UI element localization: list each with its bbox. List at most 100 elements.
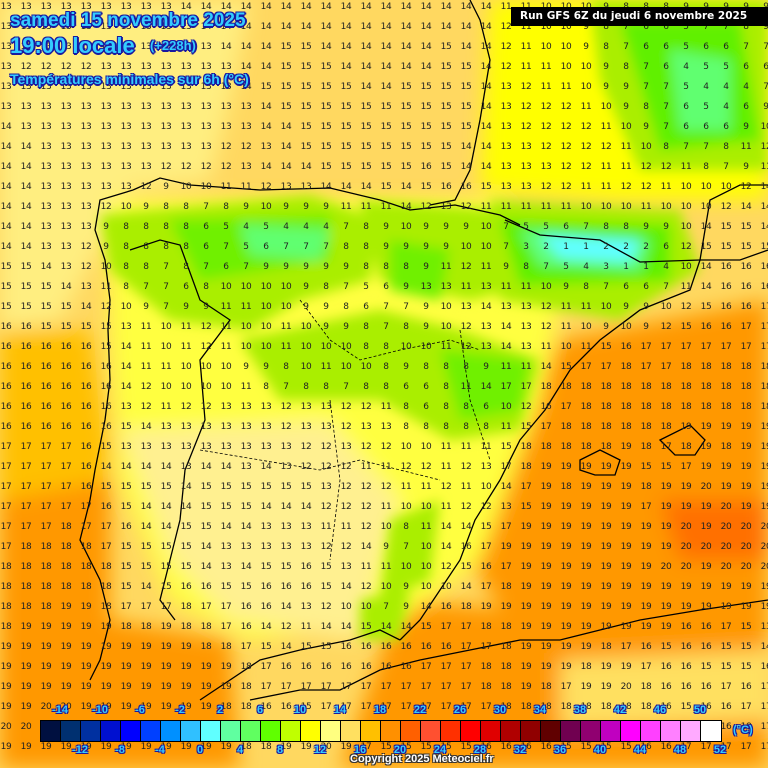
grid-value: 5 [243,242,249,252]
legend-tick-label: 40 [593,744,607,756]
run-info-banner: Run GFS 6Z du jeudi 6 novembre 2025 [511,7,768,26]
grid-value: 10 [400,562,412,572]
grid-value: 11 [580,302,592,312]
grid-value: 3 [603,262,609,272]
grid-value: 15 [740,222,752,232]
grid-value: 19 [540,502,552,512]
grid-value: 16 [360,642,372,652]
grid-value: 19 [160,642,172,652]
grid-value: 19 [580,582,592,592]
grid-value: 10 [660,202,672,212]
grid-value: 6 [683,122,689,132]
grid-value: 9 [403,242,409,252]
grid-value: 13 [440,282,452,292]
grid-value: 20 [740,542,752,552]
grid-value: 13 [80,102,92,112]
grid-value: 14 [80,302,92,312]
grid-value: 6 [183,282,189,292]
grid-value: 9 [743,162,749,172]
grid-value: 4 [703,82,709,92]
grid-value: 10 [420,562,432,572]
grid-value: 19 [540,642,552,652]
grid-value: 15 [380,182,392,192]
grid-value: 16 [20,322,32,332]
grid-value: 15 [160,562,172,572]
grid-value: 11 [380,202,392,212]
grid-value: 14 [240,62,252,72]
grid-value: 15 [280,562,292,572]
grid-value: 15 [240,582,252,592]
grid-value: 15 [680,322,692,332]
grid-value: 10 [660,302,672,312]
grid-value: 16 [100,402,112,412]
grid-value: 14 [0,182,12,192]
grid-value: 7 [623,42,629,52]
grid-value: 10 [440,302,452,312]
grid-value: 16 [360,662,372,672]
grid-value: 14 [340,182,352,192]
grid-value: 11 [380,502,392,512]
grid-value: 12 [340,422,352,432]
grid-value: 13 [180,102,192,112]
grid-value: 17 [760,702,768,712]
grid-value: 19 [100,742,112,752]
grid-value: 14 [200,542,212,552]
grid-value: 18 [260,742,272,752]
grid-value: 3 [523,242,529,252]
grid-value: 10 [120,302,132,312]
grid-value: 13 [40,142,52,152]
grid-value: 13 [160,22,172,32]
grid-value: 17 [480,642,492,652]
grid-value: 15 [120,482,132,492]
grid-value: 16 [400,642,412,652]
grid-value: 17 [420,682,432,692]
grid-value: 16 [520,742,532,752]
grid-value: 18 [500,642,512,652]
grid-value: 9 [323,202,329,212]
legend-swatch [241,721,261,741]
grid-value: 19 [600,462,612,472]
legend-tick-label: -12 [72,744,88,756]
grid-value: 19 [520,542,532,552]
grid-value: 13 [200,122,212,132]
grid-value: 6 [763,62,768,72]
grid-value: 19 [540,662,552,672]
grid-value: 10 [200,362,212,372]
grid-value: 12 [40,62,52,72]
grid-value: 14 [360,22,372,32]
grid-value: 14 [460,142,472,152]
grid-value: 20 [700,542,712,552]
grid-value: 13 [240,442,252,452]
grid-value: 13 [180,22,192,32]
grid-value: 15 [380,162,392,172]
grid-value: 11 [140,362,152,372]
grid-value: 13 [240,122,252,132]
grid-value: 11 [620,142,632,152]
grid-value: 13 [100,82,112,92]
grid-value: 19 [140,682,152,692]
grid-value: 19 [520,562,532,572]
grid-value: 9 [323,262,329,272]
grid-value: 8 [383,342,389,352]
grid-value: 11 [400,482,412,492]
grid-value: 18 [680,362,692,372]
grid-value: 14 [120,462,132,472]
grid-value: 10 [560,342,572,352]
grid-value: 14 [380,2,392,12]
legend-swatch [621,721,641,741]
grid-value: 19 [740,602,752,612]
grid-value: 4 [583,262,589,272]
grid-value: 19 [560,562,572,572]
grid-value: 15 [420,142,432,152]
legend-tick-label: 4 [236,744,244,756]
grid-value: 14 [280,142,292,152]
grid-value: 8 [163,242,169,252]
grid-value: 13 [120,122,132,132]
grid-value: 18 [600,422,612,432]
legend-swatch [381,721,401,741]
grid-value: 18 [520,702,532,712]
grid-value: 6 [643,282,649,292]
grid-value: 18 [740,382,752,392]
legend-swatch [101,721,121,741]
